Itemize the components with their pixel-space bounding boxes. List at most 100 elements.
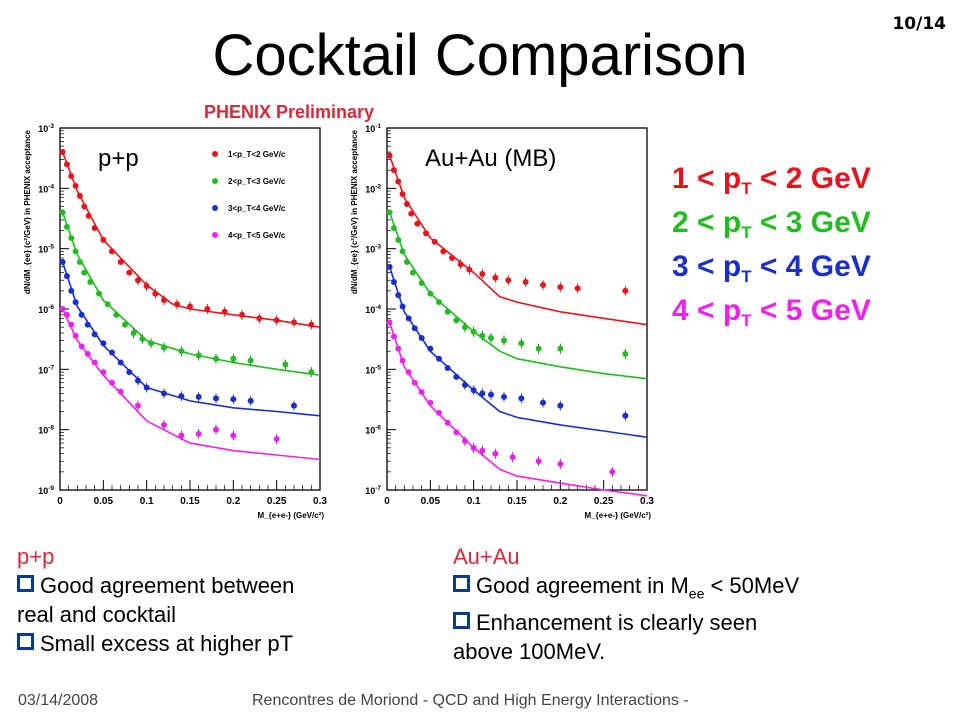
data-point [161, 297, 167, 304]
data-point [204, 306, 211, 312]
data-point [386, 152, 393, 159]
legend-marker [212, 178, 218, 184]
data-point [96, 290, 102, 297]
pt-range-2: 2 < pT < 3 GeV [672, 206, 871, 242]
footer-conference: Rencontres de Moriond - QCD and High Ene… [252, 692, 689, 709]
data-point [213, 426, 219, 433]
legend-label: 4<p_T<5 GeV/c [228, 231, 286, 240]
data-point [135, 277, 141, 284]
series-4 [59, 306, 321, 461]
pt-range-3: 3 < pT < 4 GeV [672, 250, 871, 286]
data-point [113, 311, 120, 318]
auau-chart: 10-7 10-6 10-5 10-4 10-3 10-2 10-1 0 0.05 0.1 0.15… [350, 123, 654, 520]
data-point [100, 369, 107, 376]
legend-label: 3<p_T<4 GeV/c [228, 204, 286, 213]
data-point [386, 263, 393, 270]
page-number: 10/14 [892, 14, 946, 34]
data-point [63, 273, 70, 280]
data-point [68, 235, 75, 242]
data-point [390, 279, 397, 286]
data-point [148, 340, 154, 347]
series-2 [59, 209, 321, 378]
x-tick-label: 0.05 [421, 496, 441, 507]
data-point [59, 209, 66, 216]
data-point [109, 248, 115, 255]
data-point [518, 395, 525, 402]
data-point [161, 421, 167, 428]
data-point [535, 345, 542, 352]
data-point [622, 287, 629, 294]
data-point [135, 402, 141, 409]
data-point [449, 255, 455, 262]
data-point [622, 412, 629, 419]
data-point [195, 393, 202, 400]
pp-bullet-1-continuation: real and cocktail [17, 602, 176, 627]
data-point [85, 212, 92, 219]
x-tick-label: 0.3 [313, 496, 327, 507]
x-tick-label: 0 [57, 496, 63, 507]
data-point [273, 436, 280, 443]
data-point [178, 348, 185, 355]
y-tick-label: 10-7 [365, 485, 381, 496]
data-point [492, 274, 499, 281]
data-point [282, 361, 289, 368]
data-point [479, 332, 486, 339]
x-tick-label: 0.25 [267, 496, 287, 507]
data-point [427, 345, 434, 352]
y-tick-label: 10-2 [365, 183, 381, 194]
data-point [390, 167, 397, 174]
x-axis-title: M_{e+e-} (GeV/c²) [258, 511, 325, 520]
data-point [84, 350, 91, 357]
x-tick-label: 0 [384, 496, 390, 507]
y-axis-title: dN/dM_{ee} (c²/GeV) in PHENIX acceptance [350, 129, 359, 294]
data-point [436, 409, 442, 416]
data-point [444, 419, 451, 426]
data-point [221, 308, 228, 315]
series-2 [386, 209, 648, 380]
data-point [59, 149, 66, 156]
series-1 [59, 149, 321, 330]
y-tick-label: 10-5 [365, 364, 381, 375]
pt-range-4: 4 < pT < 5 GeV [672, 294, 871, 330]
data-point [479, 390, 486, 397]
data-point [273, 317, 280, 324]
data-point [444, 308, 451, 315]
data-point [81, 269, 88, 276]
data-point [104, 301, 111, 308]
series-4 [386, 319, 648, 497]
data-point [399, 303, 406, 310]
data-point [247, 397, 254, 404]
data-point [161, 344, 167, 351]
data-point [462, 324, 468, 331]
x-tick-label: 0.15 [180, 496, 200, 507]
y-tick-label: 10-3 [365, 244, 381, 255]
y-tick-label: 10-1 [365, 123, 381, 134]
data-point [195, 352, 202, 359]
x-tick-label: 0.2 [226, 496, 240, 507]
auau-bullet-2-continuation: above 100MeV. [453, 639, 606, 665]
data-point [609, 468, 616, 475]
auau-summary: Au+Au Good agreement in Mee < 50MeV Enha… [453, 542, 799, 666]
x-tick-label: 0.15 [507, 496, 527, 507]
preliminary-label: PHENIX Preliminary [204, 102, 375, 122]
data-point [431, 238, 438, 245]
data-point [405, 315, 412, 322]
data-point [109, 379, 115, 386]
data-point [399, 191, 406, 198]
data-point [59, 306, 66, 312]
data-point [139, 335, 146, 342]
data-point [479, 447, 486, 454]
data-point [100, 236, 107, 243]
series-3 [386, 263, 648, 438]
pp-bullet-1: Good agreement between [17, 571, 294, 600]
cocktail-line [388, 322, 648, 497]
data-point [557, 460, 564, 467]
data-point [291, 319, 297, 326]
data-point [390, 333, 397, 340]
data-point [161, 390, 167, 397]
data-point [247, 357, 254, 364]
data-point [492, 450, 499, 457]
data-point [501, 337, 507, 344]
data-point [152, 290, 159, 297]
data-point [213, 395, 219, 402]
